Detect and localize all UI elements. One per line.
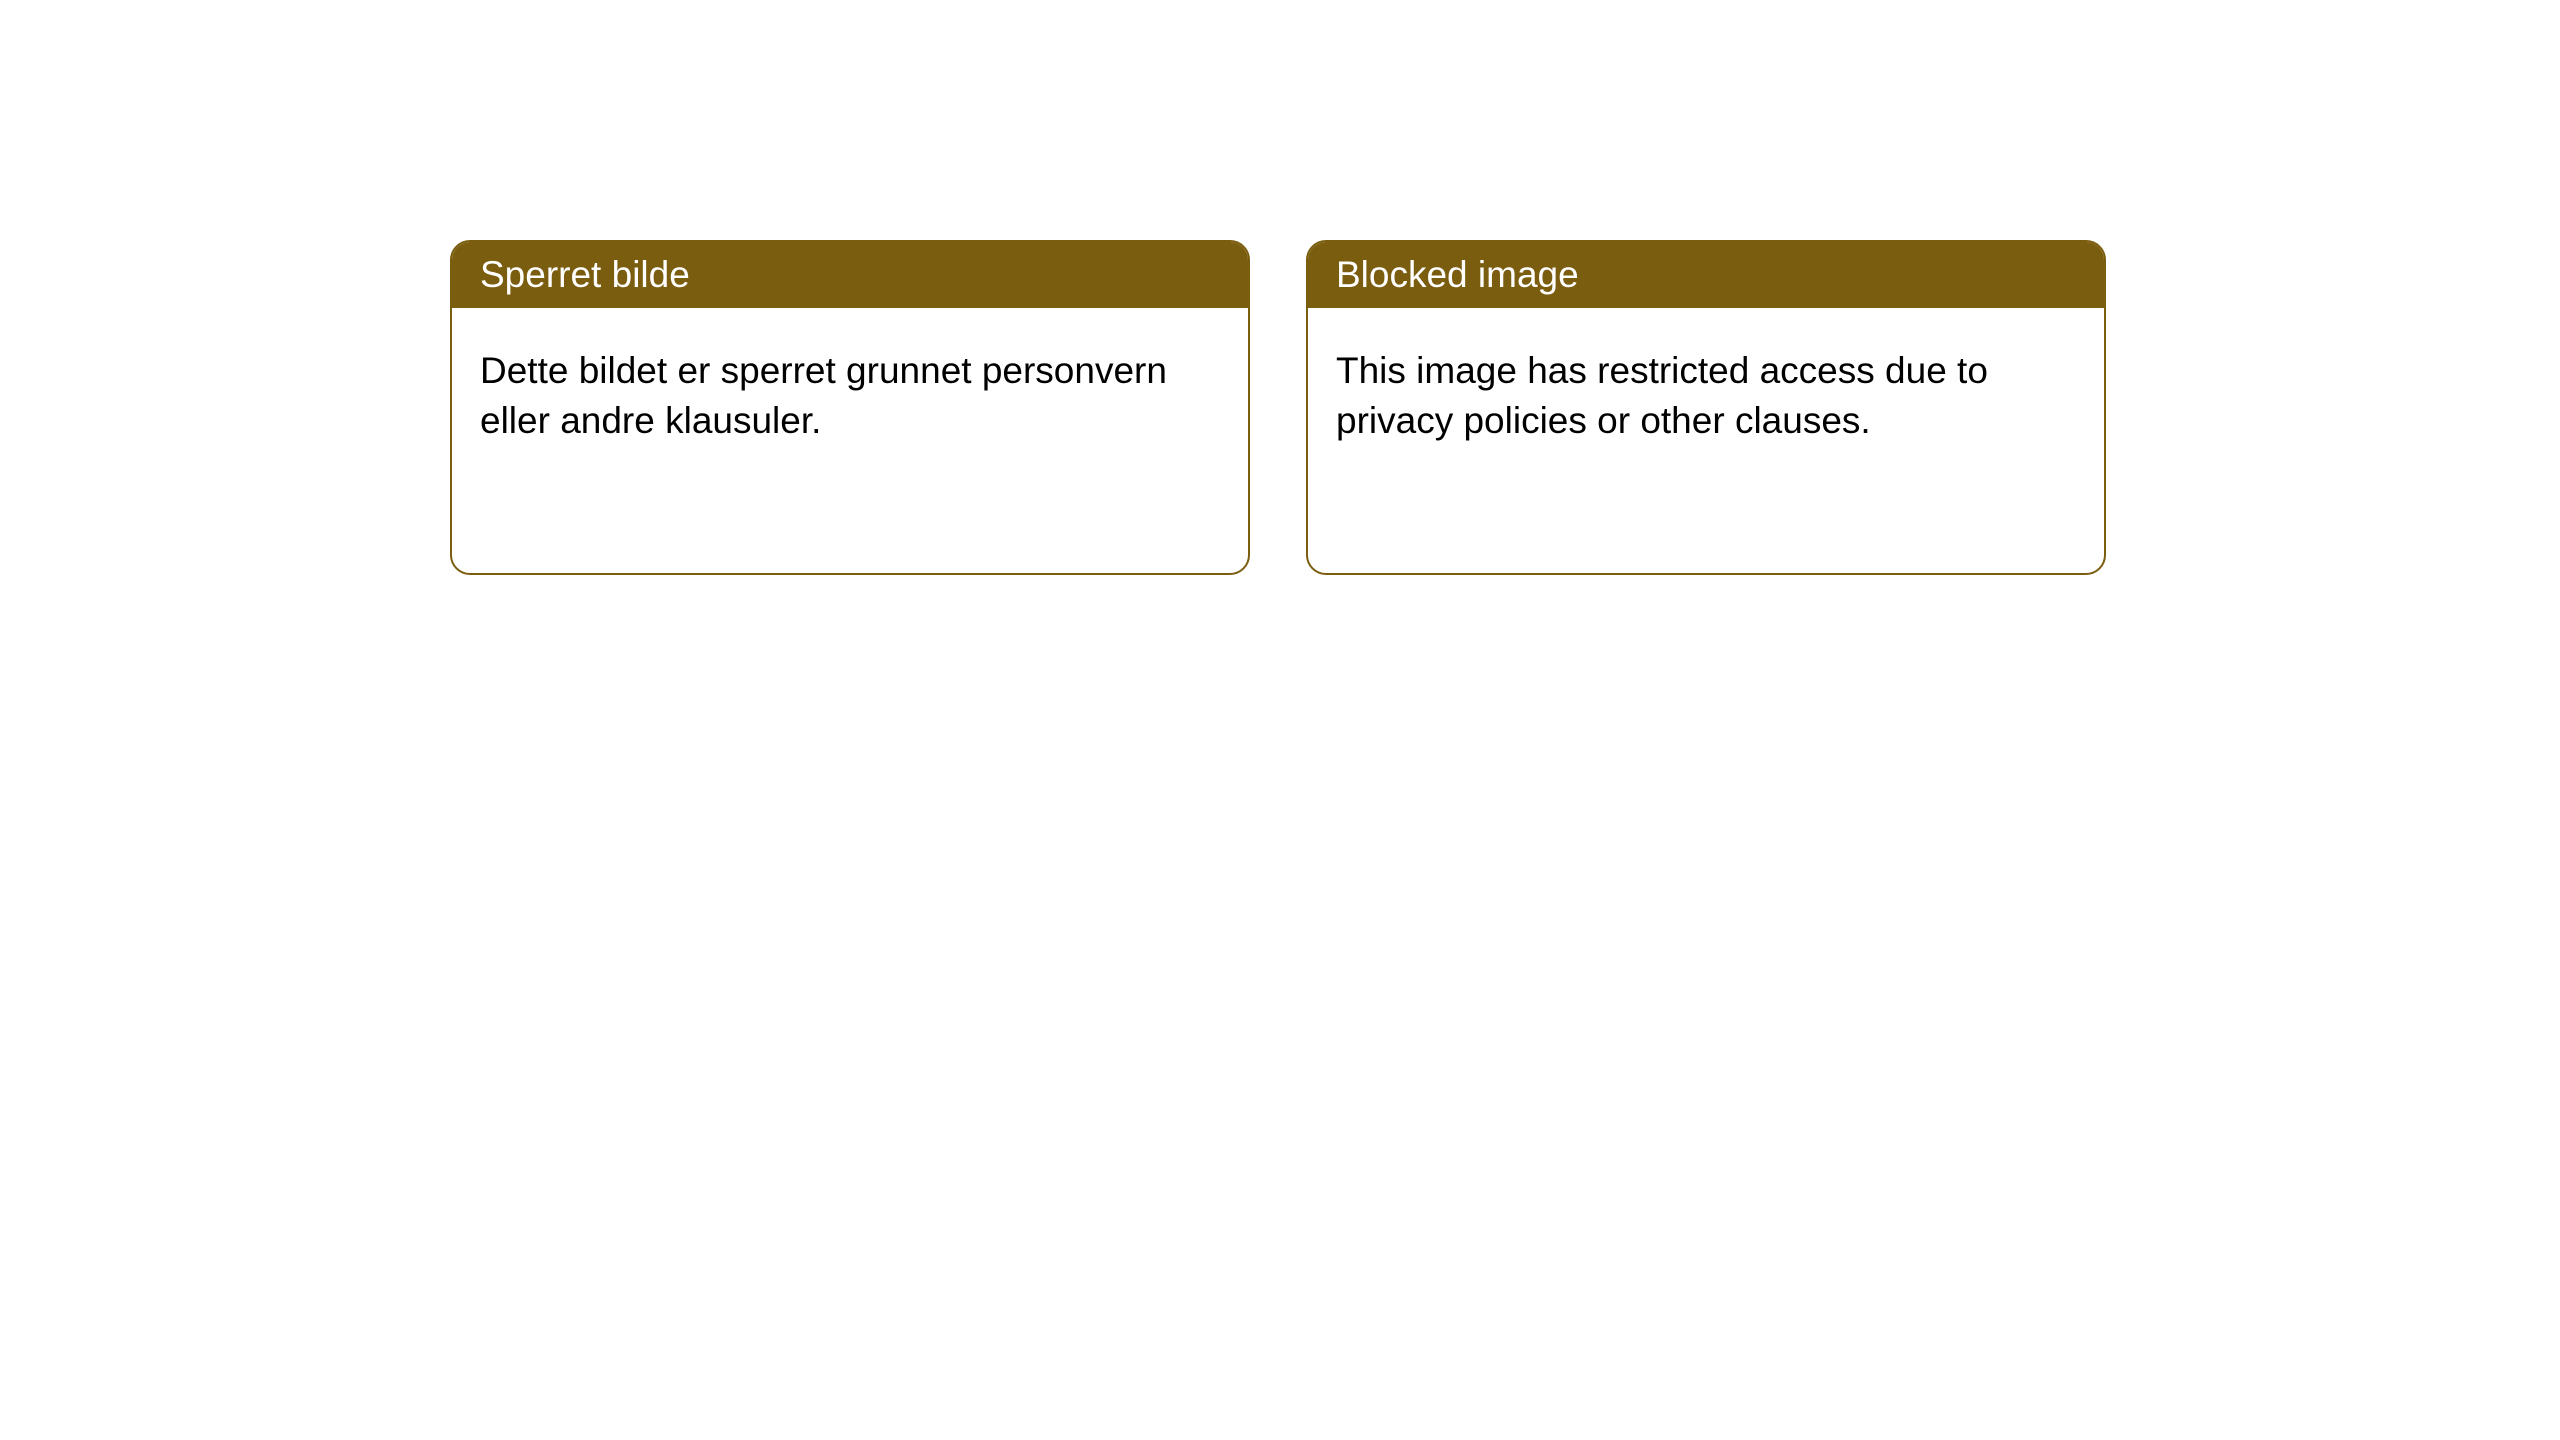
card-header: Blocked image [1308, 242, 2104, 308]
card-body: Dette bildet er sperret grunnet personve… [452, 308, 1248, 484]
notice-card-norwegian: Sperret bilde Dette bildet er sperret gr… [450, 240, 1250, 575]
notice-card-english: Blocked image This image has restricted … [1306, 240, 2106, 575]
card-title: Blocked image [1336, 254, 1579, 295]
card-message: This image has restricted access due to … [1336, 350, 1988, 441]
card-title: Sperret bilde [480, 254, 690, 295]
notice-container: Sperret bilde Dette bildet er sperret gr… [0, 0, 2560, 575]
card-body: This image has restricted access due to … [1308, 308, 2104, 484]
card-header: Sperret bilde [452, 242, 1248, 308]
card-message: Dette bildet er sperret grunnet personve… [480, 350, 1167, 441]
